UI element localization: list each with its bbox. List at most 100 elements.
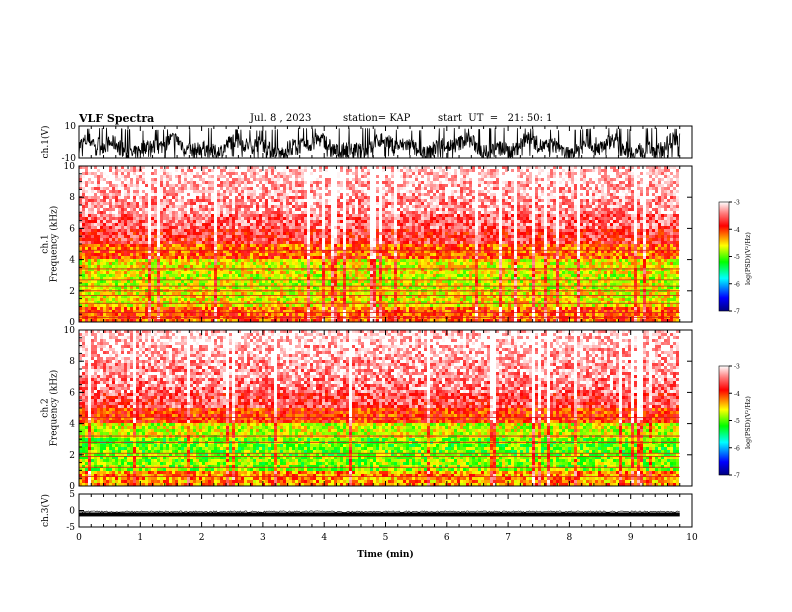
spectrogram-cell [115, 304, 118, 307]
spectrogram-cell [103, 298, 106, 301]
spectrogram-cell [625, 280, 628, 283]
spectrogram-cell [334, 280, 337, 283]
spectrogram-cell [220, 253, 223, 256]
spectrogram-cell [496, 253, 499, 256]
spectrogram-cell [244, 307, 247, 310]
spectrogram-cell [181, 286, 184, 289]
spectrogram-cell [175, 295, 178, 298]
spectrogram-cell [589, 295, 592, 298]
spectrogram-cell [328, 259, 331, 262]
spectrogram-cell [322, 256, 325, 259]
spectrogram-cell [328, 268, 331, 271]
spectrogram-cell [592, 262, 595, 265]
spectrogram-cell [514, 256, 517, 259]
spectrogram-cell [100, 247, 103, 250]
spectrogram-cell [481, 283, 484, 286]
spectrogram-cell [514, 274, 517, 277]
spectrogram-cell [103, 283, 106, 286]
spectrogram-cell [400, 319, 403, 322]
spectrogram-cell [565, 265, 568, 268]
spectrogram-cell [664, 274, 667, 277]
spectrogram-cell [619, 268, 622, 271]
spectrogram-cell [598, 298, 601, 301]
spectrogram-cell [238, 259, 241, 262]
spectrogram-cell [559, 262, 562, 265]
spectrogram-cell [196, 262, 199, 265]
spectrogram-cell [142, 304, 145, 307]
spectrogram-cell [529, 295, 532, 298]
spectrogram-cell [112, 283, 115, 286]
spectrogram-cell [649, 253, 652, 256]
spectrogram-cell [673, 283, 676, 286]
spectrogram-cell [235, 259, 238, 262]
spectrogram-cell [661, 274, 664, 277]
spectrogram-cell [601, 286, 604, 289]
spectrogram-cell [448, 301, 451, 304]
spectrogram-cell [628, 319, 631, 322]
spectrogram-cell [514, 268, 517, 271]
spectrogram-cell [283, 268, 286, 271]
spectrogram-cell [199, 286, 202, 289]
spectrogram-cell [517, 283, 520, 286]
spectrogram-cell [358, 295, 361, 298]
spectrogram-cell [565, 283, 568, 286]
spectrogram-cell [121, 256, 124, 259]
spectrogram-cell [187, 298, 190, 301]
spectrogram-cell [544, 301, 547, 304]
spectrogram-cell [244, 310, 247, 313]
spectrogram-cell [91, 259, 94, 262]
spectrogram-cell [463, 280, 466, 283]
spectrogram-cell [235, 307, 238, 310]
spectrogram-cell [628, 259, 631, 262]
spectrogram-cell [292, 283, 295, 286]
spectrogram-cell [652, 304, 655, 307]
spectrogram-cell [118, 262, 121, 265]
spectrogram-cell [214, 256, 217, 259]
spectrogram-cell [103, 268, 106, 271]
spectrogram-cell [487, 274, 490, 277]
spectrogram-cell [334, 292, 337, 295]
spectrogram-cell [190, 292, 193, 295]
spectrogram-cell [400, 295, 403, 298]
spectrogram-cell [649, 292, 652, 295]
spectrogram-cell [457, 280, 460, 283]
spectrogram-cell [268, 301, 271, 304]
spectrogram-cell [364, 310, 367, 313]
spectrogram-cell [553, 310, 556, 313]
spectrogram-cell [175, 301, 178, 304]
start-time-label: start UT = 21: 50: 1 [438, 113, 553, 124]
spectrogram-cell [454, 313, 457, 316]
spectrogram-cell [616, 268, 619, 271]
spectrogram-cell [658, 298, 661, 301]
spectrogram-cell [388, 304, 391, 307]
spectrogram-cell [82, 301, 85, 304]
spectrogram-cell [100, 265, 103, 268]
spectrogram-cell [355, 298, 358, 301]
spectrogram-cell [376, 262, 379, 265]
spectrogram-cell [469, 286, 472, 289]
spectrogram-cell [403, 295, 406, 298]
spectrogram-cell [373, 298, 376, 301]
spectrogram-cell [88, 256, 91, 259]
spectrogram-cell [196, 319, 199, 322]
spectrogram-cell [559, 265, 562, 268]
spectrogram-cell [199, 313, 202, 316]
spectrogram-cell [532, 280, 535, 283]
spectrogram-cell [394, 304, 397, 307]
spectrogram-cell [151, 283, 154, 286]
spectrogram-cell [247, 307, 250, 310]
spectrogram-cell [292, 256, 295, 259]
spectrogram-cell [310, 256, 313, 259]
spectrogram-cell [652, 310, 655, 313]
spectrogram-cell [601, 307, 604, 310]
spectrogram-cell [241, 292, 244, 295]
spectrogram-cell [610, 262, 613, 265]
spectrogram-cell [580, 256, 583, 259]
spectrogram-cell [484, 262, 487, 265]
spectrogram-cell [646, 262, 649, 265]
spectrogram-cell [439, 298, 442, 301]
spectrogram-cell [562, 319, 565, 322]
spectrogram-cell [493, 268, 496, 271]
spectrogram-cell [205, 319, 208, 322]
spectrogram-cell [274, 310, 277, 313]
